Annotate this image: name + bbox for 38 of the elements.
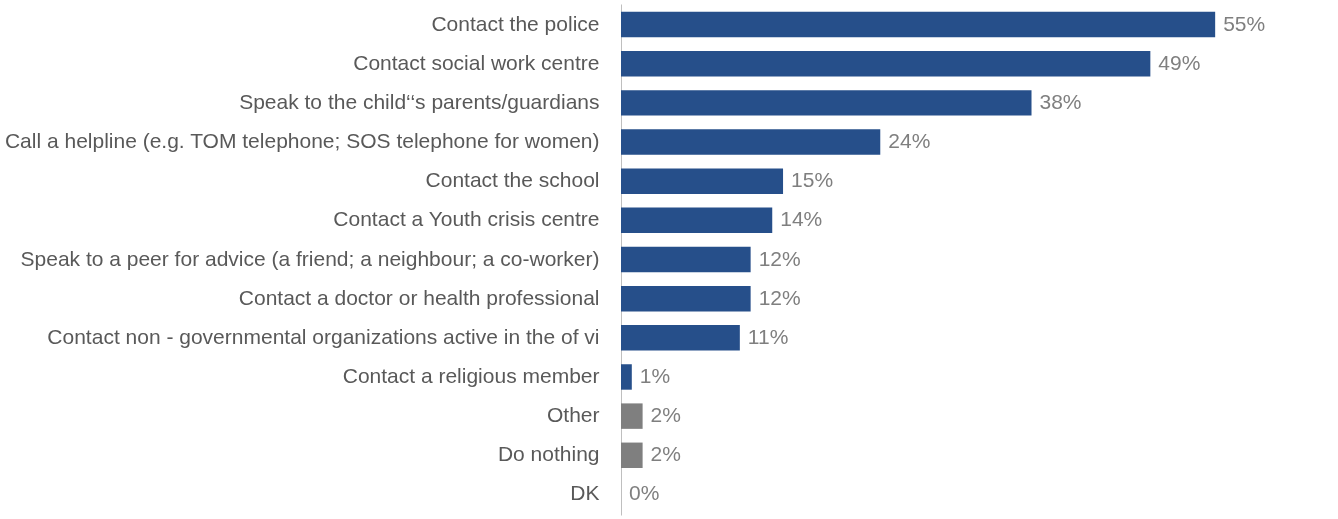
bar bbox=[621, 11, 1216, 38]
bar bbox=[621, 325, 740, 351]
y-tick-label: Contact a religious member bbox=[342, 363, 600, 387]
bar bbox=[621, 129, 881, 155]
bar bbox=[621, 50, 1151, 77]
y-tick-label: Contact non - governmental organizations active in the of vi bbox=[47, 324, 600, 348]
y-tick-label: Call a helpline (e.g. TOM telephone; SOS telephone for women) bbox=[4, 129, 600, 153]
data-label: 38% bbox=[1039, 89, 1082, 113]
y-tick-label: Contact the school bbox=[425, 168, 600, 192]
bar bbox=[621, 207, 773, 234]
bar bbox=[621, 403, 643, 429]
y-tick-label: Speak to a peer for advice (a friend; a neighbour; a co-worker) bbox=[20, 246, 600, 270]
y-tick-label: Contact social work centre bbox=[353, 50, 600, 74]
bar bbox=[621, 90, 1032, 116]
data-label: 2% bbox=[650, 403, 681, 427]
bar bbox=[621, 364, 632, 390]
data-label: 2% bbox=[650, 442, 681, 466]
y-tick-label: Contact the police bbox=[431, 11, 600, 35]
data-label: 55% bbox=[1223, 11, 1266, 35]
y-tick-label: Speak to the child‘‘s parents/guardians bbox=[239, 89, 600, 113]
data-label: 49% bbox=[1158, 50, 1201, 74]
y-tick-label: Do nothing bbox=[497, 442, 600, 466]
y-tick-label: DK bbox=[570, 481, 600, 505]
data-label: 14% bbox=[780, 207, 823, 231]
data-label: 15% bbox=[791, 168, 834, 192]
data-label: 1% bbox=[639, 363, 671, 387]
y-tick-label: Other bbox=[546, 403, 600, 427]
data-label: 11% bbox=[747, 324, 789, 348]
y-tick-label: Contact a Youth crisis centre bbox=[333, 207, 600, 231]
bar bbox=[621, 285, 751, 312]
bar bbox=[621, 168, 784, 194]
data-label: 24% bbox=[888, 129, 931, 153]
bar bbox=[621, 442, 643, 469]
bar bbox=[621, 246, 751, 273]
data-label: 12% bbox=[758, 246, 801, 270]
y-tick-label: Contact a doctor or health professional bbox=[238, 285, 600, 309]
data-label: 12% bbox=[758, 285, 801, 309]
data-label: 0% bbox=[629, 481, 660, 505]
